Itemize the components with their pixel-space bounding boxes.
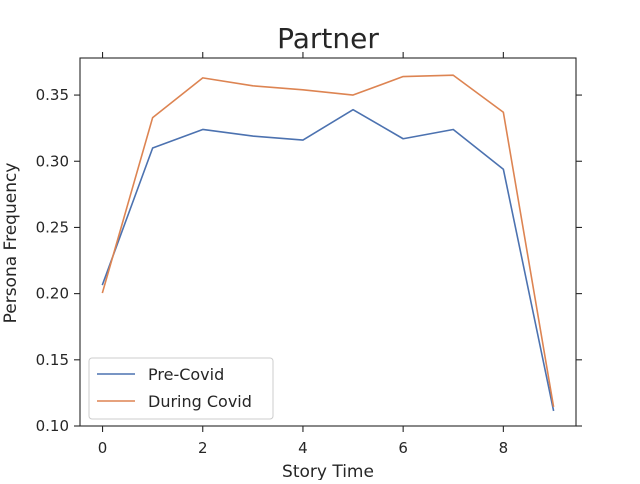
y-tick-label: 0.20 — [36, 285, 69, 303]
plot-frame — [79, 57, 577, 427]
legend-label: During Covid — [148, 392, 252, 411]
x-tick-label: 4 — [298, 439, 308, 457]
plot-area: 0.10 0.15 0.20 0.25 0.30 0.35 0 2 4 6 8 Pre-Covid Du… — [36, 52, 582, 457]
legend-label: Pre-Covid — [148, 365, 224, 384]
y-tick-label: 0.15 — [36, 351, 69, 369]
y-tick-label: 0.30 — [36, 152, 69, 170]
chart-title: Partner — [277, 22, 379, 55]
x-tick-label: 0 — [98, 439, 108, 457]
x-tick-label: 8 — [499, 439, 509, 457]
y-tick-label: 0.25 — [36, 218, 69, 236]
series-line-during-covid — [101, 74, 555, 408]
y-tick-label: 0.35 — [36, 86, 69, 104]
y-tick-label: 0.10 — [36, 417, 69, 435]
x-tick-label: 6 — [398, 439, 408, 457]
y-axis-label: Persona Frequency — [1, 163, 21, 324]
x-axis-label: Story Time — [282, 462, 374, 480]
series-line-pre-covid — [101, 108, 555, 412]
x-tick-label: 2 — [198, 439, 208, 457]
